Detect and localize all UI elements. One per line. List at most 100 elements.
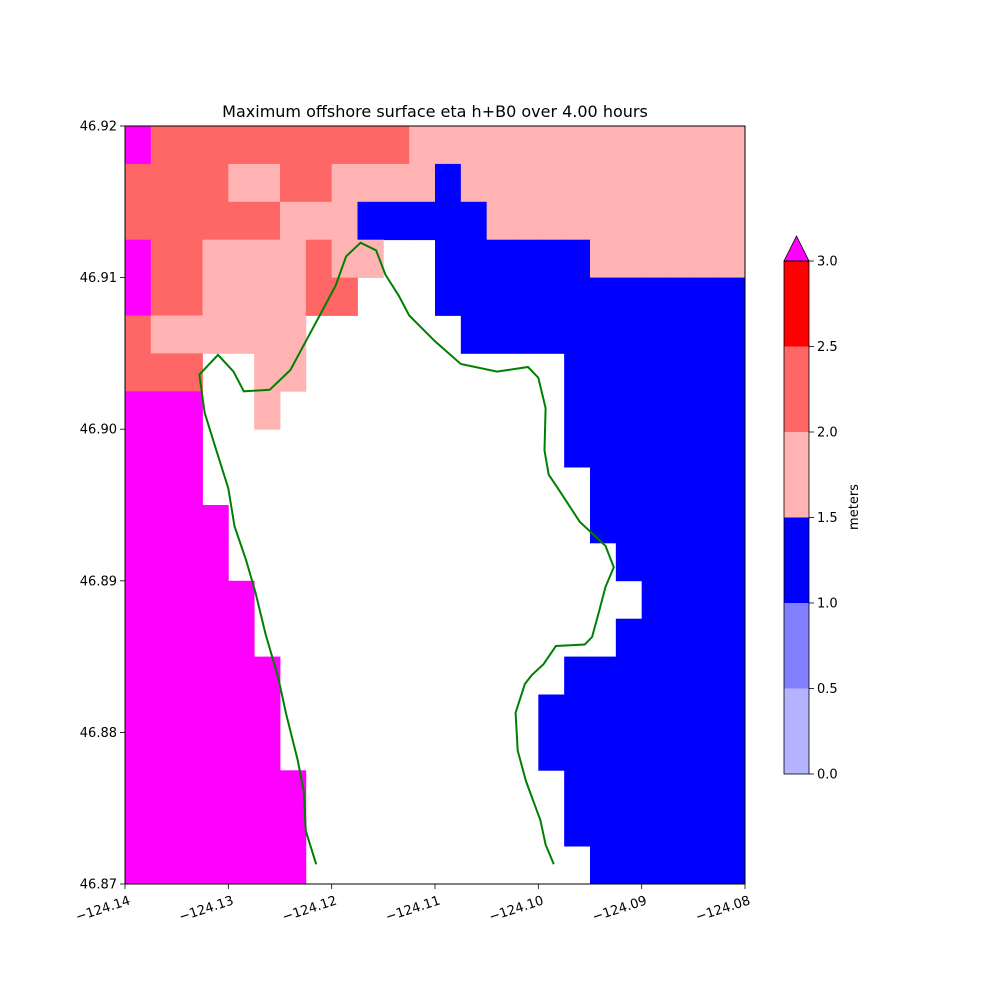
x-tick-label: −124.08 bbox=[694, 894, 752, 926]
heatmap-cell bbox=[512, 163, 539, 203]
heatmap-cell bbox=[564, 808, 591, 847]
heatmap-cell bbox=[719, 126, 746, 165]
heatmap-cell bbox=[331, 126, 358, 165]
heatmap-cell bbox=[641, 846, 668, 885]
heatmap-cell bbox=[693, 126, 720, 165]
heatmap-cell bbox=[176, 846, 203, 885]
heatmap-cell bbox=[590, 126, 617, 165]
heatmap-cell bbox=[125, 694, 152, 733]
heatmap-cell bbox=[564, 315, 591, 354]
heatmap-cell bbox=[641, 201, 668, 241]
heatmap-cell bbox=[564, 201, 591, 241]
colorbar-tick-label: 0.5 bbox=[817, 682, 838, 697]
heatmap-cell bbox=[228, 618, 255, 657]
heatmap-cell bbox=[512, 315, 539, 354]
heatmap-cell bbox=[228, 732, 255, 771]
heatmap-cell bbox=[693, 391, 720, 430]
colorbar-tick-label: 1.5 bbox=[817, 511, 838, 526]
heatmap-cell bbox=[176, 467, 203, 506]
heatmap-cell bbox=[435, 277, 462, 316]
heatmap-cell bbox=[254, 391, 281, 430]
heatmap-cell bbox=[357, 163, 384, 203]
heatmap-cell bbox=[176, 770, 203, 809]
x-tick-label: −124.10 bbox=[487, 894, 545, 926]
colorbar-tick-label: 2.5 bbox=[817, 340, 838, 355]
heatmap-cell bbox=[641, 239, 668, 278]
heatmap-cells bbox=[125, 126, 746, 885]
heatmap-cell bbox=[125, 846, 152, 885]
heatmap-cell bbox=[254, 808, 281, 847]
heatmap-cell bbox=[176, 618, 203, 657]
heatmap-cell bbox=[280, 239, 307, 278]
heatmap-cell bbox=[667, 467, 694, 506]
heatmap-cell bbox=[693, 656, 720, 695]
heatmap-cell bbox=[667, 353, 694, 392]
heatmap-cell bbox=[590, 808, 617, 847]
colorbar-tick-label: 0.0 bbox=[817, 768, 838, 783]
heatmap-cell bbox=[667, 163, 694, 203]
heatmap-cell bbox=[150, 315, 178, 354]
heatmap-cell bbox=[641, 656, 668, 695]
heatmap-cell bbox=[254, 163, 281, 203]
heatmap-cell bbox=[512, 126, 539, 165]
heatmap-cell bbox=[125, 391, 152, 430]
heatmap-cell bbox=[641, 429, 668, 468]
heatmap-cell bbox=[202, 694, 229, 733]
heatmap-cell bbox=[176, 391, 203, 430]
heatmap-cell bbox=[228, 580, 255, 620]
heatmap-cell bbox=[641, 353, 668, 392]
heatmap-cell bbox=[615, 315, 643, 354]
heatmap-cell bbox=[615, 239, 643, 278]
heatmap-cell bbox=[512, 277, 539, 316]
heatmap-cell bbox=[202, 239, 229, 278]
heatmap-cell bbox=[331, 163, 358, 203]
heatmap-cell bbox=[641, 542, 668, 582]
chart-title: Maximum offshore surface eta h+B0 over 4… bbox=[222, 102, 648, 121]
heatmap-cell bbox=[150, 694, 178, 733]
heatmap-cell bbox=[693, 467, 720, 506]
heatmap-cell bbox=[615, 467, 643, 506]
heatmap-cell bbox=[486, 239, 513, 278]
heatmap-cell bbox=[538, 694, 565, 733]
heatmap-cell bbox=[590, 656, 617, 695]
heatmap-cell bbox=[693, 163, 720, 203]
heatmap-cell bbox=[486, 201, 513, 241]
heatmap-cell bbox=[667, 656, 694, 695]
heatmap-cell bbox=[615, 429, 643, 468]
heatmap-cell bbox=[202, 580, 229, 620]
colorbar-block bbox=[784, 432, 809, 518]
heatmap-cell bbox=[538, 277, 565, 316]
heatmap-cell bbox=[202, 315, 229, 354]
heatmap-cell bbox=[460, 277, 488, 316]
shoreline-line bbox=[198, 241, 615, 865]
heatmap-cell bbox=[280, 770, 307, 809]
heatmap-cell bbox=[693, 846, 720, 885]
heatmap-cell bbox=[125, 542, 152, 582]
heatmap-cell bbox=[615, 353, 643, 392]
heatmap-cell bbox=[150, 391, 178, 430]
heatmap-cell bbox=[641, 505, 668, 544]
heatmap-cell bbox=[719, 201, 746, 241]
x-axis: −124.14 −124.13 −124.12 −124.11 −124.10 −124.… bbox=[74, 884, 752, 925]
heatmap-cell bbox=[564, 239, 591, 278]
heatmap-cell bbox=[176, 163, 203, 203]
heatmap-cell bbox=[719, 846, 746, 885]
heatmap-cell bbox=[460, 163, 488, 203]
heatmap-cell bbox=[176, 201, 203, 241]
heatmap-cell bbox=[150, 618, 178, 657]
colorbar-block bbox=[784, 261, 809, 347]
heatmap-cell bbox=[383, 126, 410, 165]
heatmap-cell bbox=[590, 353, 617, 392]
heatmap-cell bbox=[280, 201, 307, 241]
heatmap-cell bbox=[667, 580, 694, 620]
colorbar-label: meters bbox=[847, 484, 862, 530]
heatmap-cell bbox=[305, 277, 333, 316]
heatmap-cell bbox=[615, 732, 643, 771]
y-tick-label: 46.87 bbox=[80, 878, 117, 893]
heatmap-cell bbox=[590, 467, 617, 506]
heatmap-cell bbox=[693, 732, 720, 771]
colorbar-block bbox=[784, 688, 809, 774]
heatmap-cell bbox=[615, 694, 643, 733]
heatmap-cell bbox=[305, 239, 333, 278]
heatmap-cell bbox=[538, 201, 565, 241]
